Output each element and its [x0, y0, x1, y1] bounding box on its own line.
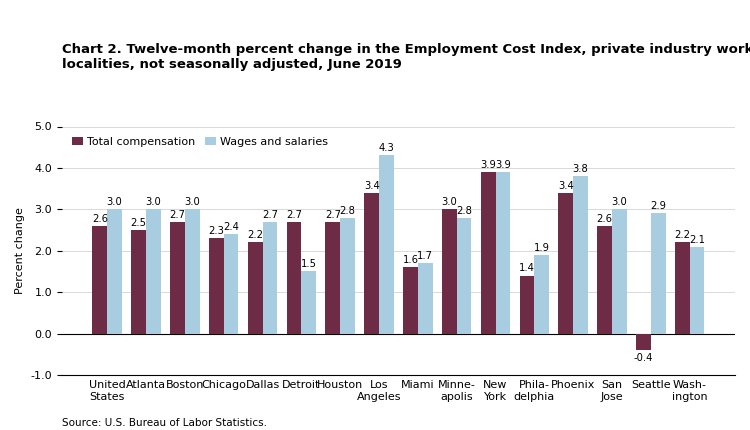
Text: 1.4: 1.4: [519, 264, 535, 273]
Bar: [92, 226, 107, 334]
Bar: [170, 222, 185, 334]
Text: 3.4: 3.4: [558, 181, 574, 190]
Bar: [520, 276, 534, 334]
Bar: [340, 218, 355, 334]
Text: 3.0: 3.0: [184, 197, 200, 207]
Text: 3.8: 3.8: [573, 164, 589, 174]
Text: 4.3: 4.3: [379, 144, 394, 154]
Text: 3.0: 3.0: [146, 197, 161, 207]
Legend: Total compensation, Wages and salaries: Total compensation, Wages and salaries: [68, 132, 332, 151]
Bar: [559, 193, 573, 334]
Bar: [597, 226, 612, 334]
Bar: [224, 234, 238, 334]
Bar: [612, 209, 627, 334]
Bar: [131, 230, 146, 334]
Text: 2.4: 2.4: [224, 222, 239, 232]
Text: 2.6: 2.6: [92, 214, 108, 224]
Text: 3.9: 3.9: [495, 160, 511, 170]
Text: 2.3: 2.3: [209, 226, 224, 236]
Bar: [675, 243, 690, 334]
Text: 3.0: 3.0: [106, 197, 122, 207]
Text: 2.8: 2.8: [340, 206, 356, 215]
Bar: [573, 176, 588, 334]
Bar: [364, 193, 379, 334]
Text: 2.1: 2.1: [689, 234, 705, 245]
Bar: [379, 156, 394, 334]
Text: 2.7: 2.7: [170, 210, 185, 220]
Bar: [636, 334, 651, 350]
Bar: [185, 209, 200, 334]
Text: 2.9: 2.9: [650, 201, 666, 212]
Bar: [651, 213, 665, 334]
Text: 2.6: 2.6: [596, 214, 613, 224]
Bar: [442, 209, 457, 334]
Bar: [496, 172, 510, 334]
Bar: [418, 263, 433, 334]
Text: 3.0: 3.0: [442, 197, 458, 207]
Text: 2.5: 2.5: [130, 218, 147, 228]
Text: 1.9: 1.9: [534, 243, 550, 253]
Bar: [302, 271, 316, 334]
Y-axis label: Percent change: Percent change: [15, 207, 25, 294]
Text: 1.5: 1.5: [301, 259, 316, 269]
Text: 2.8: 2.8: [456, 206, 472, 215]
Bar: [146, 209, 160, 334]
Bar: [326, 222, 340, 334]
Text: 3.4: 3.4: [364, 181, 380, 190]
Bar: [481, 172, 496, 334]
Bar: [534, 255, 549, 334]
Text: 1.6: 1.6: [403, 255, 418, 265]
Bar: [457, 218, 472, 334]
Text: 2.7: 2.7: [286, 210, 302, 220]
Text: -0.4: -0.4: [634, 353, 653, 363]
Text: 1.7: 1.7: [417, 251, 434, 261]
Text: 2.2: 2.2: [674, 230, 690, 240]
Bar: [690, 246, 704, 334]
Text: 2.7: 2.7: [262, 210, 278, 220]
Text: Chart 2. Twelve-month percent change in the Employment Cost Index, private indus: Chart 2. Twelve-month percent change in …: [62, 43, 750, 71]
Bar: [107, 209, 122, 334]
Bar: [248, 243, 262, 334]
Bar: [403, 267, 418, 334]
Bar: [262, 222, 278, 334]
Text: Source: U.S. Bureau of Labor Statistics.: Source: U.S. Bureau of Labor Statistics.: [62, 418, 267, 428]
Bar: [286, 222, 302, 334]
Bar: [209, 238, 224, 334]
Text: 2.2: 2.2: [248, 230, 263, 240]
Text: 3.0: 3.0: [611, 197, 627, 207]
Text: 2.7: 2.7: [325, 210, 340, 220]
Text: 3.9: 3.9: [480, 160, 496, 170]
